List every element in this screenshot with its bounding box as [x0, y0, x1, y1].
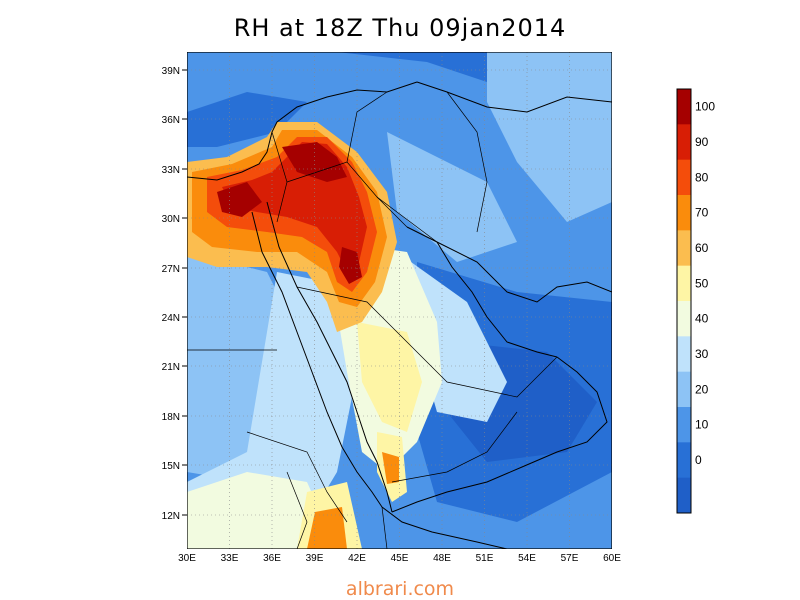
lat-tick-label: 33N [162, 165, 180, 176]
rh-low-zone [187, 92, 307, 147]
colorbar-swatch [677, 230, 691, 267]
colorbar-label: 60 [695, 241, 709, 255]
colorbar-swatch [677, 371, 691, 408]
colorbar-label: 10 [695, 418, 709, 432]
graticule [187, 52, 612, 549]
lat-tick-label: 27N [162, 264, 180, 275]
rh-band-50 [187, 472, 337, 549]
colorbar-swatch [677, 442, 691, 479]
lat-tick-label: 39N [162, 66, 180, 77]
colorbar-swatch [677, 477, 691, 514]
colorbar-label: 40 [695, 312, 709, 326]
rh-map-svg [187, 52, 612, 549]
lon-tick-label: 33E [221, 553, 239, 564]
borders [187, 91, 558, 549]
lat-tick-label: 24N [162, 313, 180, 324]
lat-tick-label: 21N [162, 362, 180, 373]
lon-tick-label: 57E [561, 553, 579, 564]
rh-band-100 [217, 182, 262, 217]
colorbar-swatch [677, 407, 691, 443]
lon-tick-label: 54E [518, 553, 536, 564]
colorbar-label: 30 [695, 347, 709, 361]
colorbar-label: 80 [695, 170, 709, 184]
lat-tick-label: 12N [162, 511, 180, 522]
colorbar-label: 100 [695, 100, 715, 114]
rh-band-100 [282, 142, 347, 182]
map-title: RH at 18Z Thu 09jan2014 [233, 14, 567, 42]
rh-band-60 [357, 322, 422, 432]
coastlines [187, 81, 612, 549]
lon-tick-label: 51E [476, 553, 494, 564]
colorbar-swatch [677, 159, 691, 196]
lon-tick-label: 30E [178, 553, 196, 564]
rh-band-30 [487, 52, 612, 222]
lat-tick-label: 15N [162, 461, 180, 472]
lat-axis: 39N 36N 33N 30N 27N 24N 21N 18N 15N 12N [162, 66, 187, 522]
rh-map [187, 52, 612, 549]
colorbar-label: 50 [695, 276, 709, 290]
rh-band-70 [307, 507, 347, 549]
lon-tick-label: 48E [433, 553, 451, 564]
lon-tick-label: 60E [603, 553, 621, 564]
lon-tick-label: 36E [263, 553, 281, 564]
watermark: albrari.com [345, 578, 455, 600]
lon-tick-label: 45E [391, 553, 409, 564]
colorbar-frame [676, 88, 692, 514]
rh-band-100 [339, 247, 362, 284]
lat-tick-label: 30N [162, 214, 180, 225]
colorbar-swatch [677, 265, 691, 302]
colorbar-swatch [677, 301, 691, 337]
lat-tick-label: 36N [162, 115, 180, 126]
lat-tick-label: 18N [162, 412, 180, 423]
lon-axis: 30E 33E 36E 39E 42E 45E 48E 51E 54E 57E 60E [178, 553, 621, 564]
colorbar-swatch [677, 195, 691, 231]
colorbar-label: 90 [695, 135, 709, 149]
lon-tick-label: 42E [348, 553, 366, 564]
colorbar-swatch [677, 336, 691, 373]
colorbar-label: 0 [695, 453, 702, 467]
rh-band-70 [382, 452, 399, 484]
colorbar-label: 20 [695, 382, 709, 396]
colorbar-label: 70 [695, 206, 709, 220]
lon-tick-label: 39E [306, 553, 324, 564]
colorbar-swatch [677, 89, 691, 125]
colorbar-swatch [677, 124, 691, 161]
rh-band-30 [387, 132, 517, 262]
